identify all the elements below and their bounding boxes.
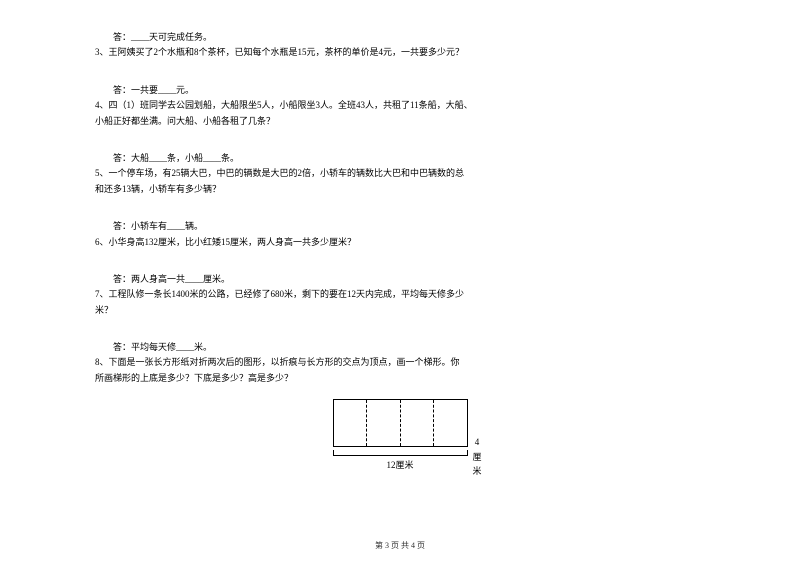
folded-rectangle [333, 399, 468, 447]
q5-answer: 答：小轿车有____辆。 [95, 219, 705, 233]
q3-answer: 答：一共要____元。 [95, 83, 705, 97]
q8-diagram: 4厘米 12厘米 [95, 399, 705, 472]
diagram-width-label: 12厘米 [333, 458, 468, 472]
diagram-width-bracket [333, 450, 468, 456]
q4-text-1: 4、四（1）班同学去公园划船，大船限坐5人，小船限坐3人。全班43人，共租了11… [95, 98, 705, 112]
q4-text-2: 小船正好都坐满。问大船、小船各租了几条？ [95, 114, 705, 128]
q7-answer: 答：平均每天修____米。 [95, 340, 705, 354]
diagram-height-label: 4厘米 [473, 435, 482, 478]
q4-answer: 答：大船____条，小船____条。 [95, 151, 705, 165]
page-footer: 第 3 页 共 4 页 [0, 540, 800, 553]
q3-text-1: 3、王阿姨买了2个水瓶和8个茶杯，已知每个水瓶是15元，茶杯的单价是4元，一共要… [95, 45, 705, 59]
q6-text-1: 6、小华身高132厘米，比小红矮15厘米，两人身高一共多少厘米？ [95, 235, 705, 249]
q8-text-2: 所画梯形的上底是多少？下底是多少？高是多少？ [95, 371, 705, 385]
q6-answer: 答：两人身高一共____厘米。 [95, 272, 705, 286]
q5-text-1: 5、一个停车场，有25辆大巴，中巴的辆数是大巴的2倍，小轿车的辆数比大巴和中巴辆… [95, 166, 705, 180]
q5-text-2: 和还多13辆，小轿车有多少辆？ [95, 182, 705, 196]
document-body: 答：____天可完成任务。 3、王阿姨买了2个水瓶和8个茶杯，已知每个水瓶是15… [95, 30, 705, 473]
q2-answer: 答：____天可完成任务。 [95, 30, 705, 44]
q7-text-2: 米？ [95, 303, 705, 317]
q7-text-1: 7、工程队修一条长1400米的公路，已经修了680米，剩下的要在12天内完成，平… [95, 287, 705, 301]
q8-text-1: 8、下面是一张长方形纸对折两次后的图形，以折痕与长方形的交点为顶点，画一个梯形。… [95, 355, 705, 369]
